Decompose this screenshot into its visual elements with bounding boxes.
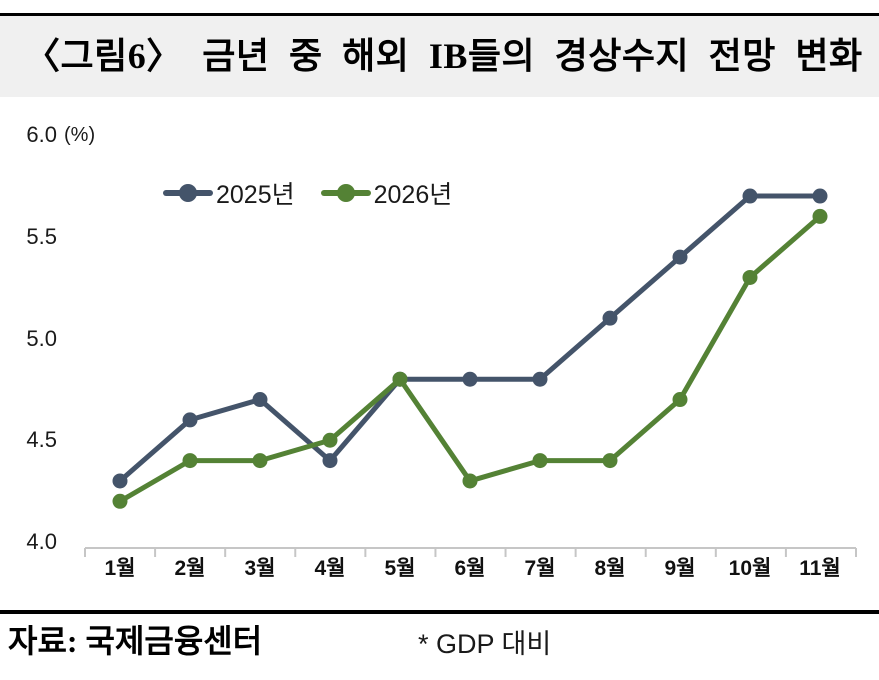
data-point-2026년-11월 [812,208,828,224]
data-point-2026년-6월 [462,473,478,489]
y-tick-label: 5.0 [26,325,57,351]
y-tick-label: 6.0 [26,122,57,147]
x-tick-label: 8월 [594,557,626,580]
y-tick-label: 4.5 [26,427,57,453]
x-tick-label: 10월 [728,557,772,580]
data-point-2025년-3월 [252,392,268,408]
data-point-2025년-4월 [322,453,338,469]
data-point-2025년-11월 [812,188,828,204]
x-tick-label: 2월 [174,557,206,580]
data-point-2026년-2월 [182,453,198,469]
y-axis-unit-label: (%) [64,124,96,146]
data-point-2026년-7월 [532,453,548,469]
series-line-2026년 [117,213,823,504]
bottom-divider [0,610,879,614]
x-tick-label: 11월 [799,557,841,580]
x-tick-label: 5월 [384,557,416,580]
data-point-2025년-1월 [112,473,128,489]
x-tick-label: 4월 [314,557,346,580]
top-divider [0,13,879,16]
data-point-2026년-4월 [322,432,338,448]
x-tick-label: 1월 [104,557,136,580]
footnote: * GDP 대비 [418,629,552,659]
data-point-2026년-10월 [742,269,758,285]
data-point-2025년-10월 [742,188,758,204]
data-point-2025년-9월 [672,249,688,265]
data-point-2026년-9월 [672,392,688,408]
x-tick-label: 7월 [524,557,556,580]
legend-item-2026년: 2026년 [320,175,453,211]
legend-label: 2025년 [216,181,295,209]
x-tick-label: 9월 [664,557,696,580]
source-label: 자료: 국제금융센터 [8,623,263,659]
title-band: 〈그림6〉 금년 중 해외 IB들의 경상수지 전망 변화 [0,16,879,97]
data-point-2026년-3월 [252,453,268,469]
data-point-2026년-8월 [602,453,618,469]
legend-item-2025년: 2025년 [163,175,295,211]
x-tick-label: 3월 [244,557,276,580]
legend: 2025년 2026년 [163,175,452,211]
legend-label: 2026년 [373,181,453,209]
data-point-2025년-7월 [532,371,548,387]
data-point-2026년-5월 [392,371,408,387]
legend-marker-icon [320,184,371,202]
data-point-2025년-2월 [182,412,198,428]
data-point-2026년-1월 [112,493,128,509]
legend-marker-icon [163,184,213,202]
data-point-2025년-6월 [462,371,478,387]
y-tick-label: 4.0 [26,529,57,554]
data-point-2025년-8월 [602,310,618,326]
figure-title: 〈그림6〉 금년 중 해외 IB들의 경상수지 전망 변화 [24,36,863,76]
x-tick-label: 6월 [454,557,486,580]
y-tick-label: 5.5 [26,223,57,249]
